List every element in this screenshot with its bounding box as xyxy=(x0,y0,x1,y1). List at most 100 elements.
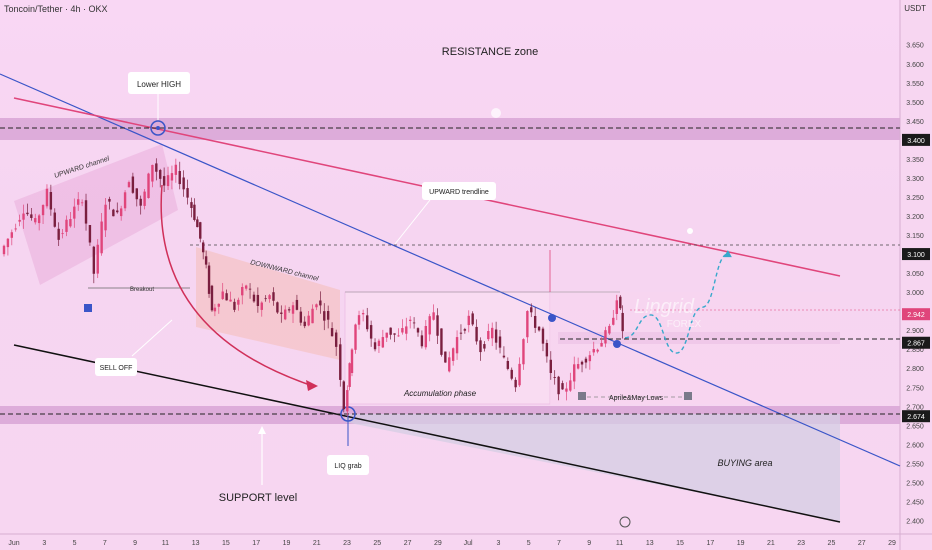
candle-body xyxy=(541,328,545,344)
candle-body xyxy=(393,333,396,335)
candle-body xyxy=(123,192,127,209)
price-tick-label: 2.750 xyxy=(906,385,924,392)
candle-body xyxy=(350,349,354,374)
currency-label: USDT xyxy=(904,4,926,13)
candle-body xyxy=(80,202,84,204)
alert-icon[interactable] xyxy=(491,108,501,118)
watermark-line-2: FOREX xyxy=(667,319,702,330)
candle-body xyxy=(510,369,513,379)
candle-body xyxy=(213,307,217,312)
candle-body xyxy=(330,328,334,337)
candle-body xyxy=(264,298,267,300)
candle-body xyxy=(502,355,506,358)
candle-body xyxy=(256,294,260,306)
candle-body xyxy=(526,311,529,338)
price-tag-box xyxy=(902,133,930,146)
candle-body xyxy=(487,330,490,340)
price-axis-panel xyxy=(900,0,932,550)
price-tick-label: 3.250 xyxy=(906,195,924,202)
candle-body xyxy=(424,325,428,348)
date-tick-label: Jul xyxy=(464,540,473,547)
date-tick-label: 3 xyxy=(42,540,46,547)
price-tick-label: 3.350 xyxy=(906,157,924,164)
date-tick-label: 5 xyxy=(73,540,77,547)
candle-body xyxy=(151,164,154,182)
date-tick-label: 17 xyxy=(706,540,714,547)
accumulation-phase-label: Accumulation phase xyxy=(403,389,477,398)
candle-body xyxy=(491,327,494,339)
candle-body xyxy=(537,326,541,331)
upward-channel xyxy=(14,144,178,285)
date-tick-label: 15 xyxy=(222,540,230,547)
breakout-label: Breakout xyxy=(130,287,154,293)
support-arrow-head xyxy=(258,426,266,434)
candle-body xyxy=(612,317,615,325)
candle-body xyxy=(518,363,521,386)
candle-body xyxy=(377,340,381,347)
price-tag-label: 3.400 xyxy=(907,138,925,145)
candle-body xyxy=(84,200,88,224)
candle-body xyxy=(221,291,224,299)
price-tick-label: 3.150 xyxy=(906,233,924,240)
lower-high-dot xyxy=(156,126,160,130)
candle-body xyxy=(284,309,287,320)
candle-body xyxy=(475,326,478,342)
candle-body xyxy=(315,304,318,308)
sell-off-connector xyxy=(131,319,173,357)
upward-trendline-callout: UPWARD trendline xyxy=(394,182,496,245)
candle-body xyxy=(307,315,310,326)
candle-body xyxy=(432,312,435,320)
candle-body xyxy=(366,315,369,330)
date-tick-label: 9 xyxy=(587,540,591,547)
date-tick-label: 27 xyxy=(858,540,866,547)
price-tick-label: 3.500 xyxy=(906,100,924,107)
downward-channel xyxy=(196,247,340,360)
date-tick-label: Jun xyxy=(8,540,19,547)
candle-body xyxy=(506,360,510,369)
candle-body xyxy=(178,171,181,185)
candle-body xyxy=(339,344,342,380)
candle-body xyxy=(77,199,80,205)
sell-off-callout: SELL OFF xyxy=(95,358,137,376)
symbol-title[interactable]: Toncoin/Tether · 4h · OKX xyxy=(4,4,108,14)
candle-body xyxy=(57,228,60,240)
candle-body xyxy=(186,188,189,198)
price-tick-label: 2.550 xyxy=(906,461,924,468)
price-tick-label: 3.650 xyxy=(906,43,924,50)
candle-body xyxy=(248,288,252,290)
candle-body xyxy=(361,312,365,315)
candle-body xyxy=(201,242,205,253)
candle-body xyxy=(596,349,599,352)
price-tag-label: 3.100 xyxy=(907,252,925,259)
price-tick-label: 2.800 xyxy=(906,366,924,373)
candle-body xyxy=(287,309,291,311)
candle-body xyxy=(369,325,373,339)
candle-body xyxy=(463,329,467,331)
candle-body xyxy=(420,335,424,347)
candle-body xyxy=(483,344,486,349)
candle-body xyxy=(440,328,443,355)
date-tick-label: 25 xyxy=(373,540,381,547)
date-tick-label: 3 xyxy=(496,540,500,547)
candle-body xyxy=(498,336,502,348)
candle-body xyxy=(389,327,392,335)
lightning-icon[interactable] xyxy=(619,516,631,528)
candle-body xyxy=(217,303,221,307)
price-tick-label: 3.050 xyxy=(906,271,924,278)
candle-body xyxy=(241,287,244,296)
candle-body xyxy=(22,213,25,220)
candle-body xyxy=(37,215,41,224)
candle-body xyxy=(342,381,345,410)
time-axis-ticks: Jun 3 5 7 9 11 13 15 17 19 21 23 25 27 29 Jul 3 5 7 9 11 13 15… xyxy=(8,540,896,547)
candle-body xyxy=(233,301,236,310)
info-icon[interactable] xyxy=(84,304,92,312)
star-icon xyxy=(687,228,693,234)
candle-body xyxy=(530,307,533,313)
projection-path xyxy=(624,253,729,354)
candle-body xyxy=(131,176,135,193)
watermark-line-1: Lingrid xyxy=(634,296,695,318)
price-tick-label: 3.550 xyxy=(906,81,924,88)
candle-body xyxy=(569,380,572,391)
candle-body xyxy=(348,363,351,387)
